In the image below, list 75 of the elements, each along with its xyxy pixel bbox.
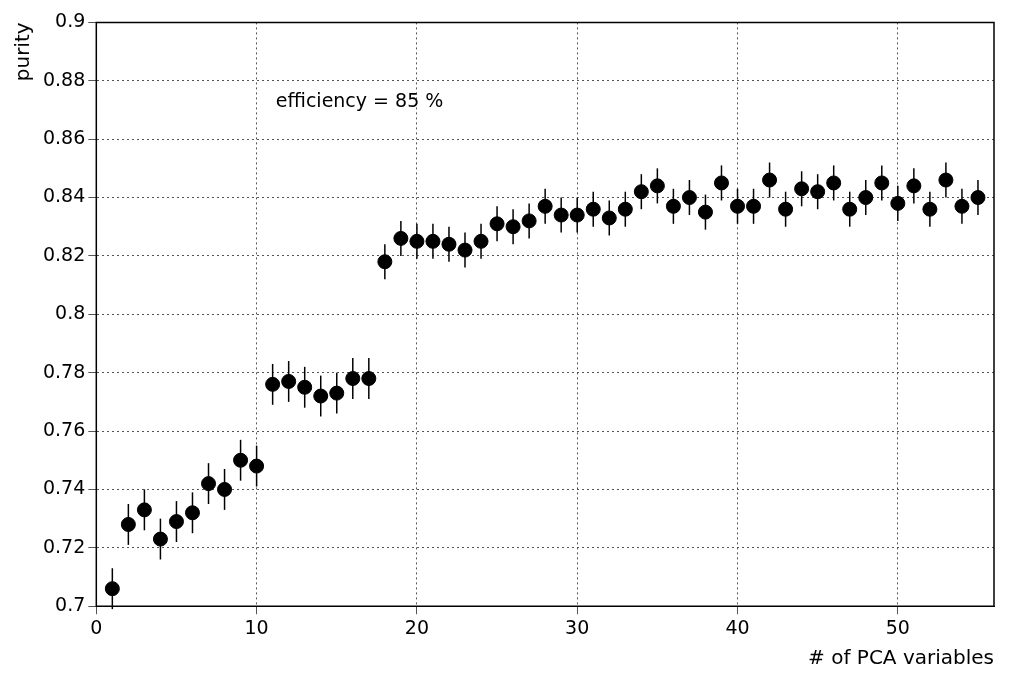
point (794, 181, 810, 197)
point (778, 201, 794, 217)
x-tick-label: 20 (404, 615, 429, 638)
point (665, 198, 681, 214)
point (233, 452, 249, 468)
x-tick-label: 30 (565, 615, 590, 638)
point (281, 373, 297, 389)
x-tick-label: 10 (244, 615, 269, 638)
point (970, 190, 986, 206)
point (104, 581, 120, 597)
point (890, 195, 906, 211)
y-tick-label: 0.78 (42, 359, 86, 382)
y-tick-label: 0.84 (42, 184, 86, 207)
point (730, 198, 746, 214)
point (505, 219, 521, 235)
point (906, 178, 922, 194)
point (136, 502, 152, 518)
point (345, 371, 361, 387)
y-tick-label: 0.9 (55, 9, 86, 32)
point (842, 201, 858, 217)
point (425, 233, 441, 249)
y-tick-label: 0.88 (42, 67, 86, 90)
point (649, 178, 665, 194)
point (810, 184, 826, 200)
point (473, 233, 489, 249)
point (762, 172, 778, 188)
point (922, 201, 938, 217)
point (168, 514, 184, 530)
point (329, 385, 345, 401)
annotation: efficiency = 85 % (275, 88, 444, 111)
y-tick-label: 0.72 (42, 534, 86, 557)
point (313, 388, 329, 404)
point (457, 242, 473, 258)
point (409, 233, 425, 249)
point (152, 531, 168, 547)
point (489, 216, 505, 232)
point (393, 230, 409, 246)
point (858, 190, 874, 206)
point (681, 190, 697, 206)
y-tick-label: 0.76 (42, 418, 86, 440)
x-axis-title: # of PCA variables (808, 645, 994, 670)
point (826, 175, 842, 191)
point (938, 172, 954, 188)
point (746, 198, 762, 214)
point (120, 516, 136, 532)
point (521, 213, 537, 229)
point (265, 376, 281, 392)
point (184, 505, 200, 521)
y-tick-label: 0.86 (42, 126, 86, 149)
point (585, 201, 601, 217)
point (297, 379, 313, 395)
point (601, 210, 617, 226)
point (954, 198, 970, 214)
point (537, 198, 553, 214)
point (361, 371, 377, 387)
x-tick-label: 0 (90, 615, 103, 638)
point (697, 204, 713, 220)
point (377, 254, 393, 270)
y-tick-label: 0.8 (55, 301, 86, 324)
y-tick-label: 0.7 (55, 593, 86, 616)
y-axis-title: purity (10, 22, 35, 82)
point (249, 458, 265, 474)
point (713, 175, 729, 191)
y-tick-label: 0.74 (42, 476, 86, 499)
point (617, 201, 633, 217)
point (874, 175, 890, 191)
x-tick-label: 50 (885, 615, 910, 638)
point (201, 476, 217, 492)
point (633, 184, 649, 200)
point (441, 236, 457, 252)
y-tick-label: 0.82 (42, 242, 86, 265)
x-tick-label: 40 (725, 615, 750, 638)
point (553, 207, 569, 223)
point (569, 207, 585, 223)
point (217, 481, 233, 497)
